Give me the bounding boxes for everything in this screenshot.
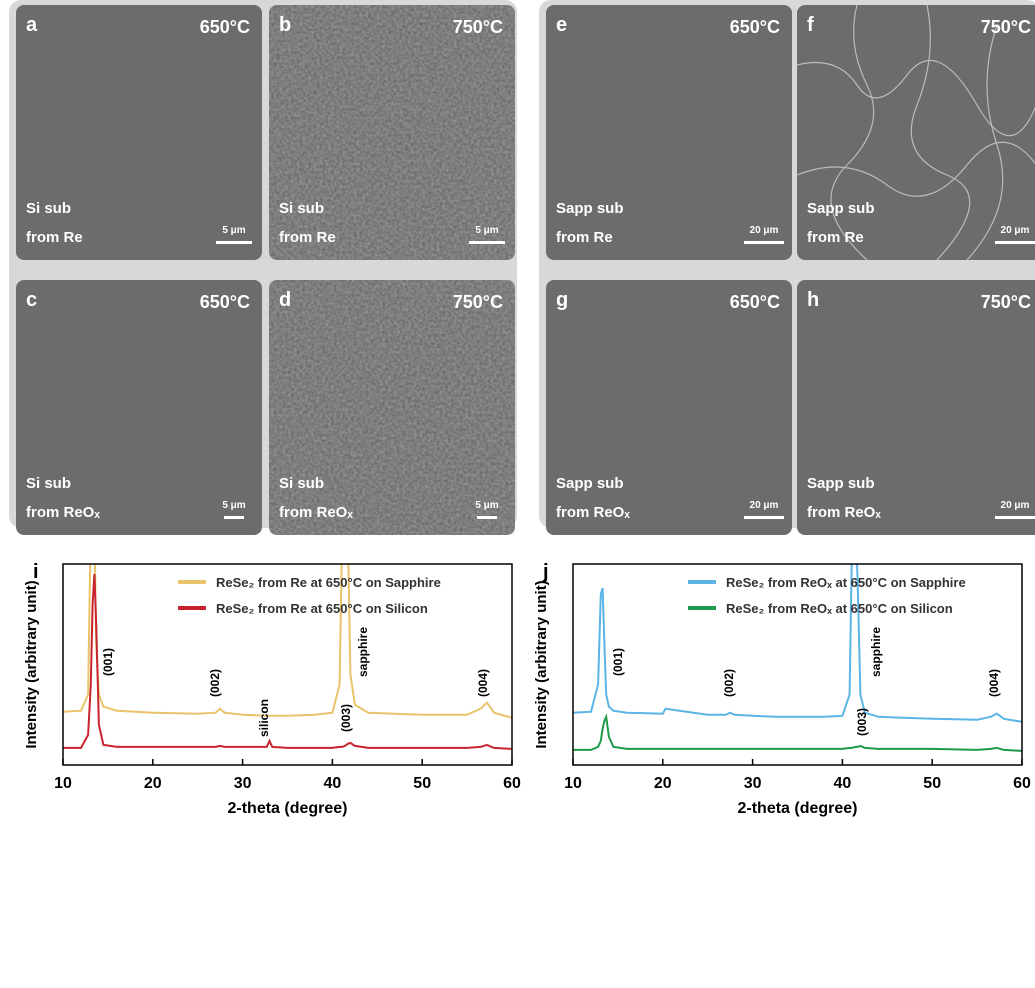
panel-letter: j [542, 561, 549, 583]
sem-image [16, 280, 262, 535]
plot-frame [62, 563, 513, 766]
panel-substrate: Sapp sub [807, 200, 875, 217]
xrd-line [573, 564, 1022, 723]
panel-temp: 650°C [730, 17, 780, 37]
panel-temp: 750°C [981, 17, 1031, 37]
x-axis-label: 2-theta (degree) [227, 800, 347, 817]
panel-letter: i [33, 561, 39, 583]
peak-label: silicon [257, 699, 271, 737]
panel-source: from Re [26, 229, 83, 246]
panel-temp: 650°C [200, 292, 250, 312]
sem-texture [269, 280, 515, 535]
peak-label: (002) [722, 669, 736, 697]
panel-substrate: Si sub [26, 200, 71, 217]
x-tick-label: 40 [324, 775, 342, 792]
panel-substrate: Si sub [279, 475, 324, 492]
panel-substrate: Si sub [279, 200, 324, 217]
scale-bar [995, 241, 1035, 244]
panel-letter: c [26, 289, 37, 311]
y-axis-label: Intensity (arbitrary unit) [23, 580, 40, 748]
sem-image [16, 5, 262, 260]
x-axis-label: 2-theta (degree) [737, 800, 857, 817]
sem-texture [269, 5, 515, 260]
panel-source: from ReOₓ [279, 504, 353, 521]
sem-image [546, 5, 792, 260]
panel-temp: 750°C [453, 292, 503, 312]
x-tick-label: 30 [234, 775, 252, 792]
x-tick-label: 20 [654, 775, 672, 792]
xrd-line [573, 713, 1022, 752]
x-tick-label: 30 [744, 775, 762, 792]
panel-letter: d [279, 289, 291, 311]
peak-label: (004) [476, 669, 490, 697]
panel-source: from Re [556, 229, 613, 246]
legend-label: ReSe₂ from ReOₓ at 650°C on Silicon [726, 601, 953, 616]
peak-label: (001) [611, 648, 625, 676]
panel-temp: 650°C [200, 17, 250, 37]
x-tick-label: 60 [1013, 775, 1031, 792]
panel-letter: h [807, 289, 819, 311]
sem-cracks [796, 4, 1035, 261]
scale-label: 5 μm [222, 225, 245, 236]
scale-label: 5 μm [475, 500, 498, 511]
panel-source: from ReOₓ [556, 504, 630, 521]
panel-substrate: Sapp sub [807, 475, 875, 492]
peak-label: (004) [987, 669, 1001, 697]
scale-label: 5 μm [475, 225, 498, 236]
panel-letter: b [279, 14, 291, 36]
x-tick-label: 40 [834, 775, 852, 792]
panel-temp: 750°C [981, 292, 1031, 312]
panel-letter: g [556, 289, 568, 311]
plot-frame [572, 563, 1023, 766]
x-tick-label: 10 [564, 775, 582, 792]
y-axis-label: Intensity (arbitrary unit) [533, 580, 550, 748]
peak-label: (001) [101, 648, 115, 676]
peak-label: sapphire [356, 627, 370, 677]
scale-bar [744, 241, 784, 244]
panel-source: from ReOₓ [26, 504, 100, 521]
scale-label: 20 μm [1001, 225, 1030, 236]
panel-temp: 650°C [730, 292, 780, 312]
x-tick-label: 50 [923, 775, 941, 792]
peak-label: sapphire [869, 627, 883, 677]
scale-bar [469, 241, 505, 244]
x-tick-label: 10 [54, 775, 72, 792]
scale-bar [995, 516, 1035, 519]
peak-label: (003) [855, 708, 869, 736]
peak-label: (002) [208, 669, 222, 697]
scale-bar [477, 516, 497, 519]
legend-label: ReSe₂ from Re at 650°C on Sapphire [216, 575, 441, 590]
scale-label: 20 μm [1001, 500, 1030, 511]
sem-image [797, 5, 1035, 260]
scale-bar [224, 516, 244, 519]
xrd-line [63, 573, 512, 750]
panel-source: from Re [279, 229, 336, 246]
scale-bar [216, 241, 252, 244]
panel-substrate: Si sub [26, 475, 71, 492]
panel-letter: f [807, 14, 814, 36]
panel-substrate: Sapp sub [556, 200, 624, 217]
panel-source: from Re [807, 229, 864, 246]
panel-letter: a [26, 14, 38, 36]
legend-label: ReSe₂ from ReOₓ at 650°C on Sapphire [726, 575, 966, 590]
scale-label: 5 μm [222, 500, 245, 511]
panel-source: from ReOₓ [807, 504, 881, 521]
scale-bar [744, 516, 784, 519]
scale-label: 20 μm [750, 500, 779, 511]
legend-label: ReSe₂ from Re at 650°C on Silicon [216, 601, 428, 616]
x-tick-label: 50 [413, 775, 431, 792]
panel-letter: e [556, 14, 567, 36]
panel-substrate: Sapp sub [556, 475, 624, 492]
panel-temp: 750°C [453, 17, 503, 37]
peak-label: (003) [339, 704, 353, 732]
x-tick-label: 60 [503, 775, 521, 792]
sem-image [546, 280, 792, 535]
x-tick-label: 20 [144, 775, 162, 792]
sem-image [797, 280, 1035, 535]
scale-label: 20 μm [750, 225, 779, 236]
